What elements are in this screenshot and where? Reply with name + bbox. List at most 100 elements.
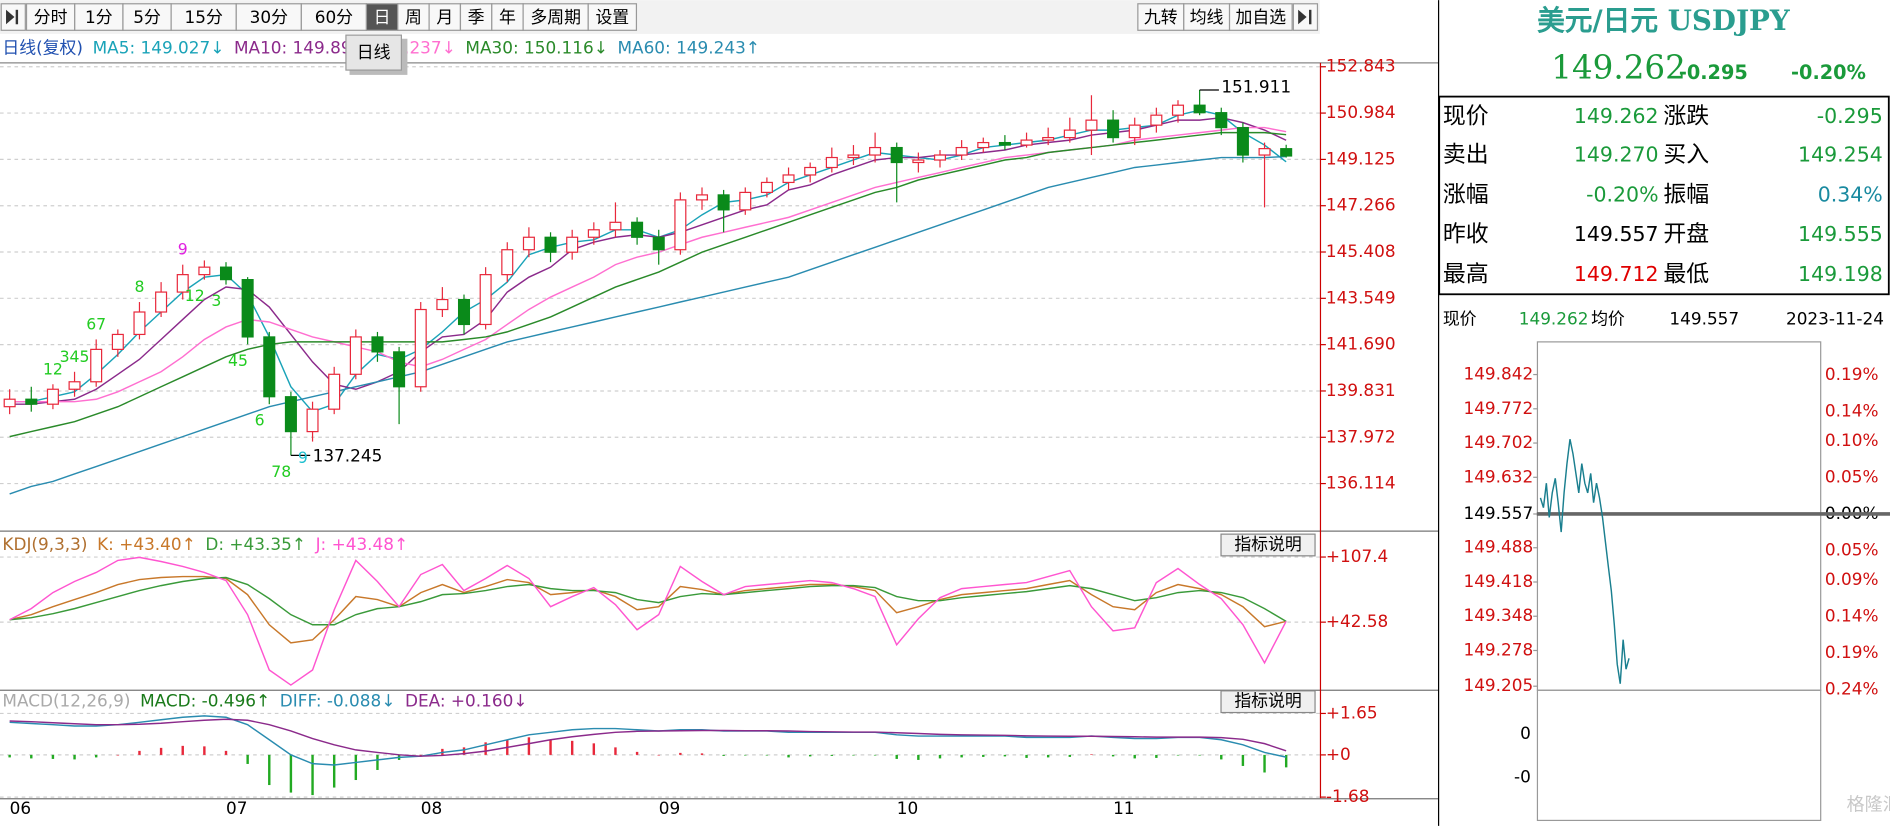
toolbar-icon-right[interactable] [1292, 3, 1319, 31]
indicator-button[interactable] [1220, 690, 1316, 714]
td-count: 9 [298, 448, 308, 467]
macd-bar [8, 754, 11, 758]
y-tick-label: 149.348 [1463, 605, 1533, 625]
toolbar-button[interactable] [522, 3, 589, 31]
candle-body [219, 266, 233, 281]
quote-title: 美元/日元 USDJPY [1537, 3, 1791, 36]
toolbar-button[interactable] [1137, 3, 1185, 31]
legend-entry: K: +43.40↑ [97, 534, 196, 554]
toolbar-button-label[interactable]: 5分 [133, 7, 161, 27]
candle-body [1063, 129, 1076, 139]
candle-body [133, 311, 146, 336]
candle-body [847, 154, 860, 159]
legend-entry: DEA: +0.160↓ [405, 691, 527, 711]
toolbar-button[interactable] [170, 3, 237, 31]
toolbar-button[interactable] [300, 3, 368, 31]
toolbar-button-label[interactable]: 加自选 [1236, 7, 1287, 27]
toolbar-button-label[interactable]: 60分 [315, 7, 353, 27]
y-tick-label: 150.984 [1326, 102, 1396, 122]
macd-bar [311, 754, 314, 796]
toolbar-icon-left[interactable] [0, 3, 26, 31]
indicator-line [9, 556, 1287, 686]
macd-bar [549, 739, 552, 755]
indicator-line [9, 576, 1287, 626]
macd-bar [700, 753, 704, 755]
toolbar-button-label[interactable]: 均线 [1190, 7, 1224, 27]
toolbar-button-label[interactable]: 周 [405, 7, 422, 27]
toolbar-button-label[interactable]: 月 [436, 7, 453, 27]
candle-body [90, 348, 103, 383]
ma-line [9, 155, 1287, 495]
y2-tick-label: 0.09% [1825, 569, 1879, 589]
toolbar-button-label[interactable]: 年 [499, 7, 516, 27]
candle-body [457, 298, 471, 326]
toolbar-button[interactable] [397, 3, 430, 31]
toolbar-button[interactable] [587, 3, 638, 31]
y-tick-label: 152.843 [1326, 56, 1396, 76]
x-tick-label: 10 [897, 798, 918, 818]
macd-bar [1284, 754, 1288, 768]
toolbar-button-label[interactable]: 30分 [250, 7, 288, 27]
macd-bar [1025, 754, 1028, 758]
legend: KDJ(9,3,3) K: +43.40↑ D: +43.35↑ J: +43.48↑ [2, 534, 408, 554]
indicator-button-label[interactable]: 指标说明 [1234, 691, 1301, 711]
toolbar-button[interactable] [491, 3, 524, 31]
candle-body [695, 194, 709, 201]
toolbar-button[interactable] [428, 3, 462, 31]
candle-body [544, 236, 557, 253]
macd-bar [722, 754, 725, 756]
y-tick-label: -1.68 [1326, 786, 1370, 806]
y-tick-label: 139.831 [1326, 380, 1396, 400]
candle-body [912, 159, 925, 164]
macd-bar [1263, 754, 1266, 773]
toolbar-button-label[interactable]: 设置 [595, 7, 629, 27]
y-tick-label: 137.972 [1326, 426, 1396, 446]
macd-bar [1198, 754, 1201, 756]
indicator-button-label[interactable]: 指标说明 [1234, 534, 1301, 554]
y-tick-label: 141.690 [1326, 334, 1396, 354]
toolbar-button-label[interactable]: 九转 [1144, 7, 1178, 27]
quote-table [1438, 95, 1890, 296]
toolbar-button-label[interactable]: 日 [374, 7, 391, 27]
legend-entry: MACD: -0.496↑ [140, 691, 270, 711]
x-tick-label: 06 [10, 798, 31, 818]
macd-bar [679, 752, 682, 755]
toolbar-button-label[interactable]: 1分 [85, 7, 113, 27]
watermark: 格隆汇 [1847, 794, 1890, 815]
td-count: 12 [43, 359, 63, 378]
indicator-button[interactable] [1220, 533, 1316, 557]
macd-bar [51, 754, 55, 759]
toolbar-button-label[interactable]: 15分 [185, 7, 223, 27]
candle-body [479, 274, 492, 326]
candle-body [68, 381, 81, 390]
candle-body [825, 156, 838, 169]
candle-body [890, 146, 903, 164]
candle-body [1236, 127, 1249, 156]
macd-bar [765, 754, 769, 756]
toolbar-button-label[interactable]: 季 [468, 7, 485, 27]
td-count: 9 [178, 240, 188, 259]
intraday-header: 149.557 [1669, 309, 1739, 329]
macd-bar [852, 754, 855, 756]
legend-title: KDJ(9,3,3) [2, 534, 87, 554]
toolbar-button[interactable] [25, 3, 76, 31]
candle-body [1193, 104, 1206, 114]
candle-body [1128, 124, 1141, 139]
macd-bar [1003, 754, 1007, 757]
legend: 日线(复权) MA5: 149.027↓ MA10: 149.894 150.237↓… [2, 37, 760, 57]
y-tick-label: 136.114 [1326, 473, 1396, 493]
toolbar-button[interactable] [1183, 3, 1231, 31]
x-tick-label: 11 [1113, 798, 1134, 818]
macd-bar [657, 754, 660, 756]
quote-name: 美元/日元 [1537, 3, 1658, 36]
macd-bar [744, 754, 747, 756]
candle-body [739, 191, 752, 211]
macd-bar [268, 754, 271, 786]
macd-bar [376, 754, 379, 770]
toolbar-button-label[interactable]: 分时 [34, 7, 68, 27]
candle-body [1042, 136, 1055, 141]
toolbar-button-label[interactable]: 多周期 [530, 7, 581, 27]
quote-label: 卖出 [1443, 142, 1489, 168]
macd-bar [1220, 754, 1223, 760]
y2-tick-label: 0.05% [1825, 466, 1879, 486]
